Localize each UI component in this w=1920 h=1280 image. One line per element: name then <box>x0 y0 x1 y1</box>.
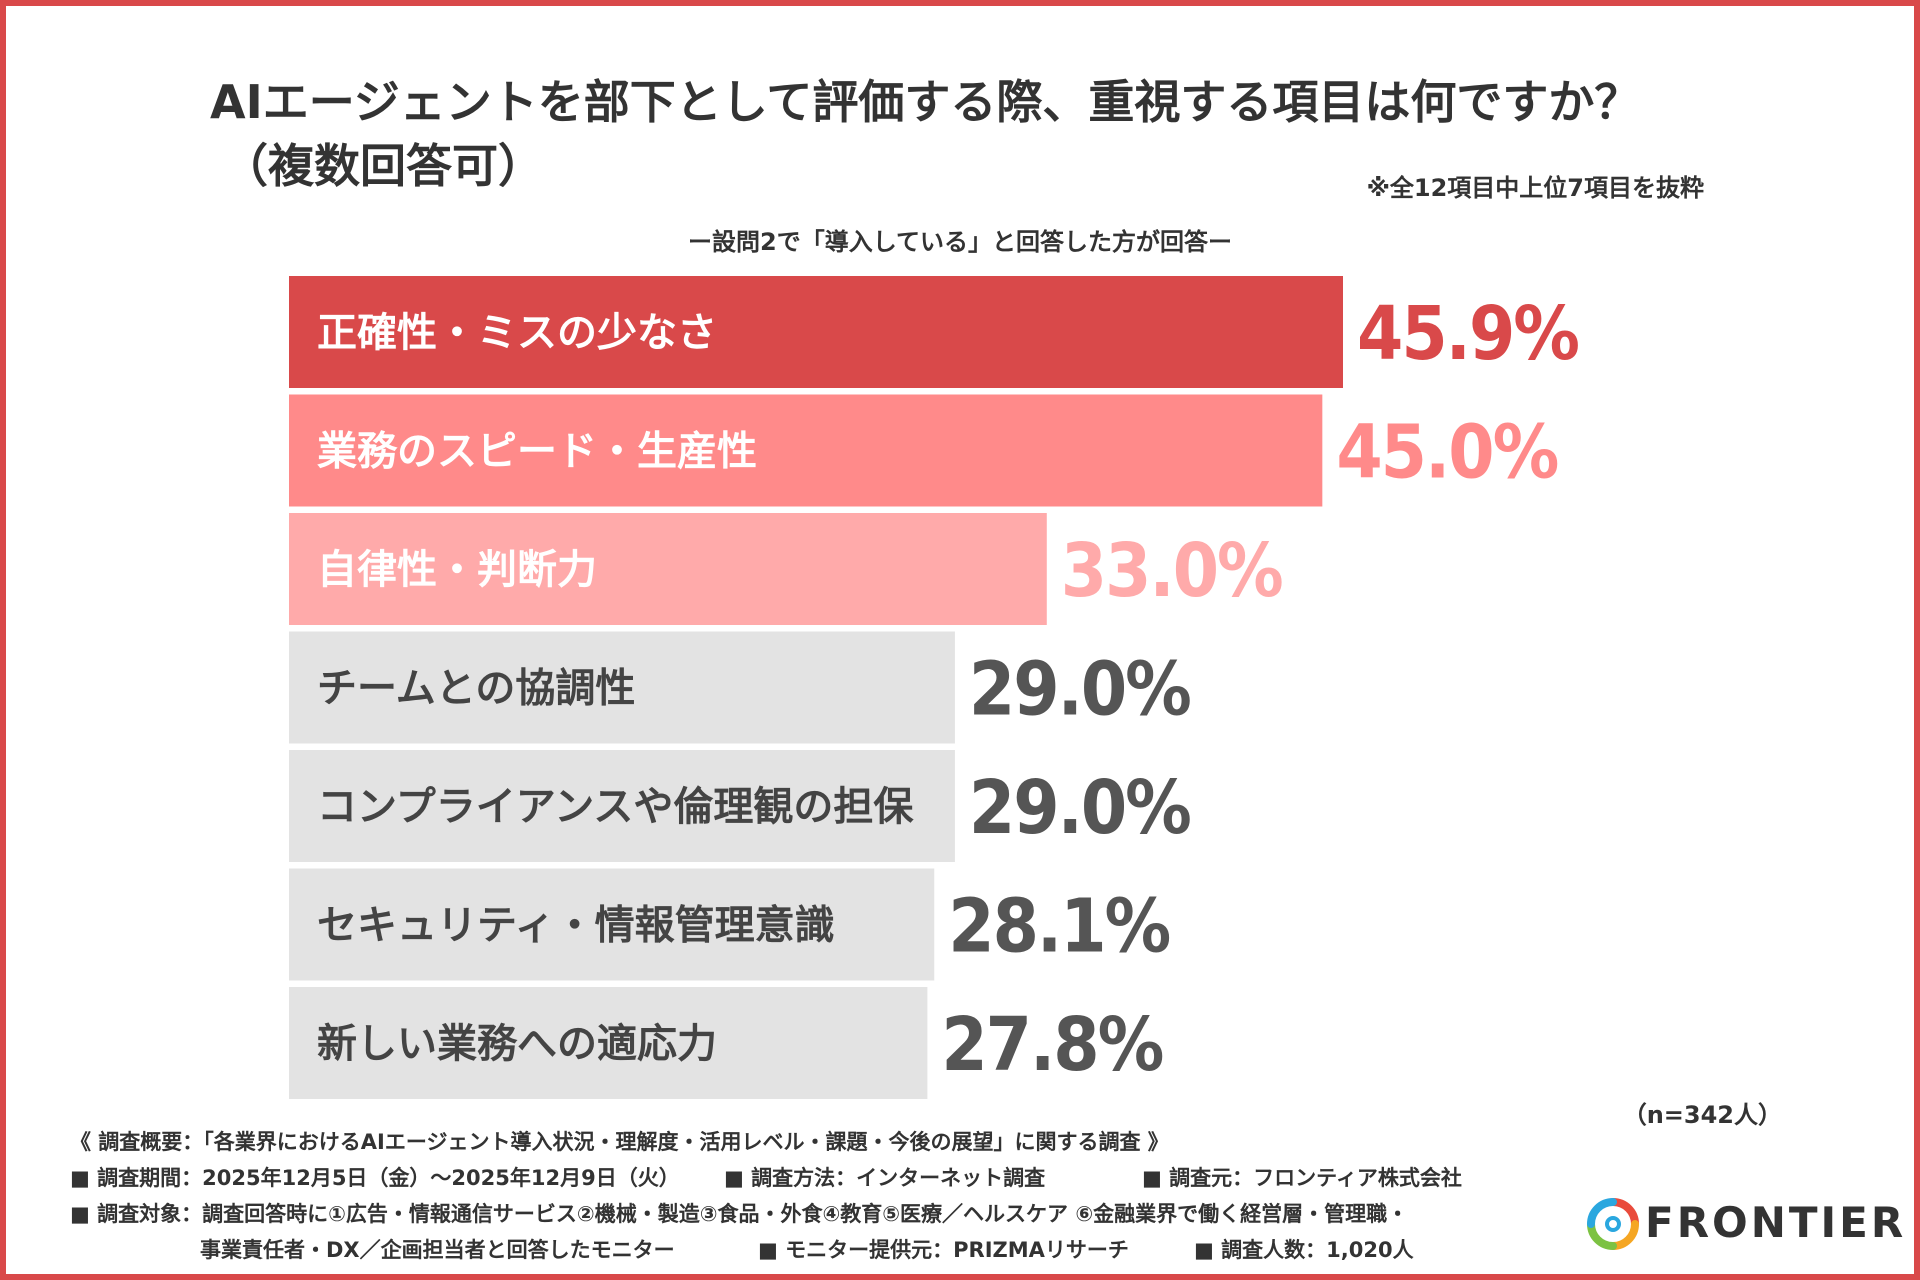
bar-category-label-2: 業務のスピード・生産性 <box>317 429 757 475</box>
bar-2 <box>289 394 1323 507</box>
survey-count: ■ 調査人数：1,020人 <box>1194 1238 1414 1262</box>
chart-subtitle: ー設問2で「導入している」と回答した方が回答ー <box>688 228 1232 256</box>
frontier-logo-text: FRONTIER <box>1645 1198 1907 1247</box>
frontier-logo-icon <box>1587 1198 1639 1250</box>
bar-value-label-1: 45.9% <box>1357 291 1578 377</box>
bar-value-label-6: 28.1% <box>948 884 1169 970</box>
sample-size-label: （n=342人） <box>1622 1101 1782 1129</box>
bar-value-label-4: 29.0% <box>969 647 1190 733</box>
chart-title-line1: AIエージェントを部下として評価する際、重視する項目は何ですか？ <box>210 75 1641 129</box>
bar-7 <box>289 987 928 1099</box>
monitor-provider: ■ モニター提供元：PRIZMAリサーチ <box>758 1238 1129 1262</box>
bar-category-label-7: 新しい業務への適応力 <box>317 1021 717 1067</box>
survey-period: ■ 調査期間：2025年12月5日（金）〜2025年12月9日（火） <box>70 1166 680 1190</box>
survey-target-line1: ■ 調査対象：調査回答時に①広告・情報通信サービス②機械・製造③食品・外食④教育… <box>70 1202 1409 1226</box>
chart-title-line2: （複数回答可） <box>222 139 544 193</box>
bar-6 <box>289 868 935 981</box>
chart-title: AIエージェントを部下として評価する際、重視する項目は何ですか？ （複数回答可） <box>210 70 1710 198</box>
survey-source: ■ 調査元：フロンティア株式会社 <box>1142 1166 1462 1190</box>
bar-value-label-5: 29.0% <box>969 765 1190 851</box>
bar-4 <box>289 631 955 744</box>
survey-method: ■ 調査方法：インターネット調査 <box>724 1166 1046 1190</box>
survey-overview: 《 調査概要：「各業界におけるAIエージェント導入状況・理解度・活用レベル・課題… <box>70 1130 1169 1154</box>
bar-3 <box>289 513 1047 625</box>
bar-category-label-4: チームとの協調性 <box>317 666 635 712</box>
bar-category-label-5: コンプライアンスや倫理観の担保 <box>317 784 914 830</box>
bar-value-label-3: 33.0% <box>1061 528 1282 614</box>
bar-category-label-6: セキュリティ・情報管理意識 <box>317 903 835 949</box>
survey-target-line2: 事業責任者・DX／企画担当者と回答したモニター <box>200 1238 675 1262</box>
bar-5 <box>289 750 955 862</box>
frontier-logo: FRONTIER <box>1585 1190 1905 1260</box>
bar-value-label-7: 27.8% <box>941 1002 1162 1088</box>
bar-category-label-1: 正確性・ミスの少なさ <box>317 310 717 356</box>
bar-1 <box>289 276 1343 388</box>
excerpt-note: ※全12項目中上位7項目を抜粋 <box>1366 174 1704 202</box>
bar-category-label-3: 自律性・判断力 <box>317 547 597 593</box>
bar-value-label-2: 45.0% <box>1336 410 1557 496</box>
